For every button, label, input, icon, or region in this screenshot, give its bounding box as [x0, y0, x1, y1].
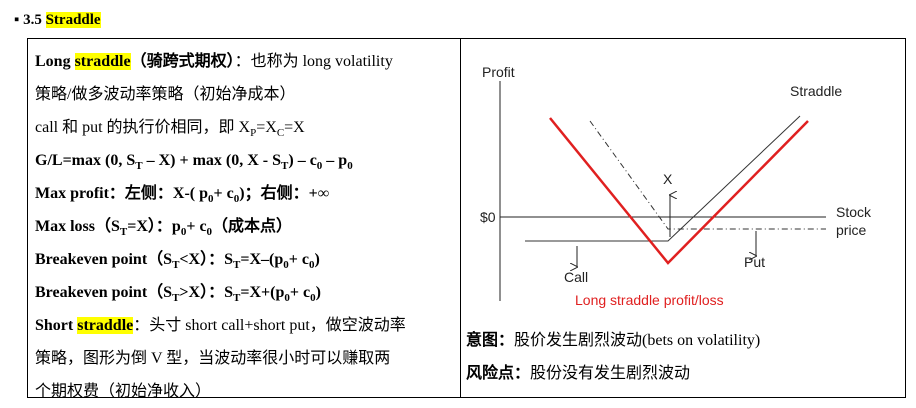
- call-line: [525, 115, 801, 242]
- text-run: 意图：: [466, 332, 515, 349]
- text-run: Short: [35, 317, 78, 334]
- text-run: =X）：p: [127, 218, 181, 235]
- text-run: 策略，图形为倒 V 型，当波动率很小时可以赚取两: [35, 350, 391, 367]
- zero-label: $0: [480, 209, 496, 225]
- text-run: ): [315, 284, 321, 301]
- text-run: + c: [288, 251, 309, 268]
- text-run: =X: [284, 119, 305, 136]
- text-line: Long straddle（骑跨式期权）：也称为 long volatility: [35, 45, 460, 78]
- subscript: C: [276, 127, 285, 140]
- subscript: P: [250, 127, 257, 140]
- text-run: Breakeven point（S: [35, 251, 173, 268]
- text-run: + c: [186, 218, 207, 235]
- section-heading: ▪ 3.5 Straddle: [14, 12, 101, 28]
- put-line: [589, 120, 826, 230]
- text-run: Breakeven point（S: [35, 284, 173, 301]
- subscript: T: [172, 292, 180, 305]
- subscript: 0: [310, 292, 316, 305]
- text-run: ：也称为 long volatility: [234, 53, 393, 70]
- left-cell: Long straddle（骑跨式期权）：也称为 long volatility…: [27, 38, 461, 400]
- text-run: Max profit：左侧：X-( p: [35, 185, 209, 202]
- subscript: 0: [347, 160, 353, 173]
- text-run: ): [314, 251, 320, 268]
- text-run: =X: [256, 119, 277, 136]
- put-label: Put: [744, 254, 765, 270]
- text-run: Long: [35, 53, 75, 70]
- section-number: 3.5: [23, 12, 42, 28]
- text-run: =X+(p: [240, 284, 285, 301]
- stock-label: Stock: [836, 204, 872, 220]
- text-run: 风险点：: [466, 365, 531, 382]
- subscript: T: [232, 259, 241, 272]
- text-run: 策略/做多波动率策略（初始净成本）: [35, 86, 296, 103]
- text-run: + c: [289, 284, 311, 301]
- caption: Long straddle profit/loss: [575, 292, 724, 308]
- straddle-line: [549, 117, 809, 265]
- straddle-diagram: Profit Straddle X $0 Stock price Put Cal…: [480, 64, 872, 308]
- x-label: X: [663, 171, 673, 187]
- straddle-label: Straddle: [790, 83, 842, 99]
- text-line: 策略/做多波动率策略（初始净成本）: [35, 78, 460, 111]
- subscript: T: [232, 292, 241, 305]
- text-line: Max loss（ST=X）：p0+ c0（成本点）: [35, 210, 460, 243]
- text-run: 股份没有发生剧烈波动: [530, 365, 691, 382]
- text-line: G/L=max (0, ST – X) + max (0, X - ST) – …: [35, 144, 460, 177]
- text-run: straddle: [77, 317, 134, 334]
- subscript: 0: [206, 226, 213, 239]
- section-title: Straddle: [45, 12, 101, 28]
- subscript: T: [119, 226, 128, 239]
- text-run: + c: [213, 185, 234, 202]
- text-line: 风险点：股份没有发生剧烈波动: [466, 357, 760, 390]
- subscript: 0: [180, 226, 187, 239]
- text-run: （成本点）: [212, 218, 293, 235]
- subscript: 0: [208, 193, 214, 206]
- text-run: <X）：S: [179, 251, 233, 268]
- text-run: 个期权费（初始净收入）: [35, 383, 212, 400]
- text-run: ：头寸 short call+short put，做空波动率: [133, 317, 406, 334]
- subscript: T: [281, 160, 289, 173]
- text-line: Max profit：左侧：X-( p0+ c0)；右侧：+∞: [35, 177, 460, 210]
- text-run: )；右侧：+∞: [239, 185, 330, 202]
- text-run: =X–(p: [240, 251, 284, 268]
- text-line: call 和 put 的执行价相同，即 XP=XC=X: [35, 111, 460, 144]
- text-run: ) – c: [288, 152, 317, 169]
- text-line: 策略，图形为倒 V 型，当波动率很小时可以赚取两: [35, 342, 460, 375]
- text-run: – p: [322, 152, 348, 169]
- text-line: Breakeven point（ST<X）：ST=X–(p0+ c0): [35, 243, 460, 276]
- text-run: Max loss（S: [35, 218, 120, 235]
- right-cell: Profit Straddle X $0 Stock price Put Cal…: [460, 38, 906, 398]
- text-run: 股价发生剧烈波动(bets on volatility): [514, 332, 761, 349]
- subscript: 0: [316, 160, 323, 173]
- subscript: 0: [308, 259, 315, 272]
- profit-label: Profit: [482, 64, 515, 80]
- call-label: Call: [564, 269, 588, 285]
- text-run: >X）：S: [179, 284, 233, 301]
- right-text: 意图：股价发生剧烈波动(bets on volatility) 风险点：股份没有发…: [466, 324, 760, 390]
- text-line: 个期权费（初始净收入）: [35, 375, 460, 408]
- text-run: – X) + max (0, X - S: [142, 152, 282, 169]
- subscript: 0: [284, 292, 290, 305]
- subscript: T: [172, 259, 180, 272]
- text-run: G/L=max (0, S: [35, 152, 136, 169]
- subscript: 0: [233, 193, 240, 206]
- subscript: 0: [283, 259, 289, 272]
- text-run: call 和 put 的执行价相同，即 X: [35, 119, 251, 136]
- text-line: Breakeven point（ST>X）：ST=X+(p0+ c0): [35, 276, 460, 309]
- text-line: 意图：股价发生剧烈波动(bets on volatility): [466, 324, 760, 357]
- text-run: （骑跨式期权）: [130, 53, 235, 70]
- text-run: straddle: [74, 53, 131, 70]
- subscript: T: [135, 160, 143, 173]
- price-label: price: [836, 222, 867, 238]
- text-line: Short straddle：头寸 short call+short put，做…: [35, 309, 460, 342]
